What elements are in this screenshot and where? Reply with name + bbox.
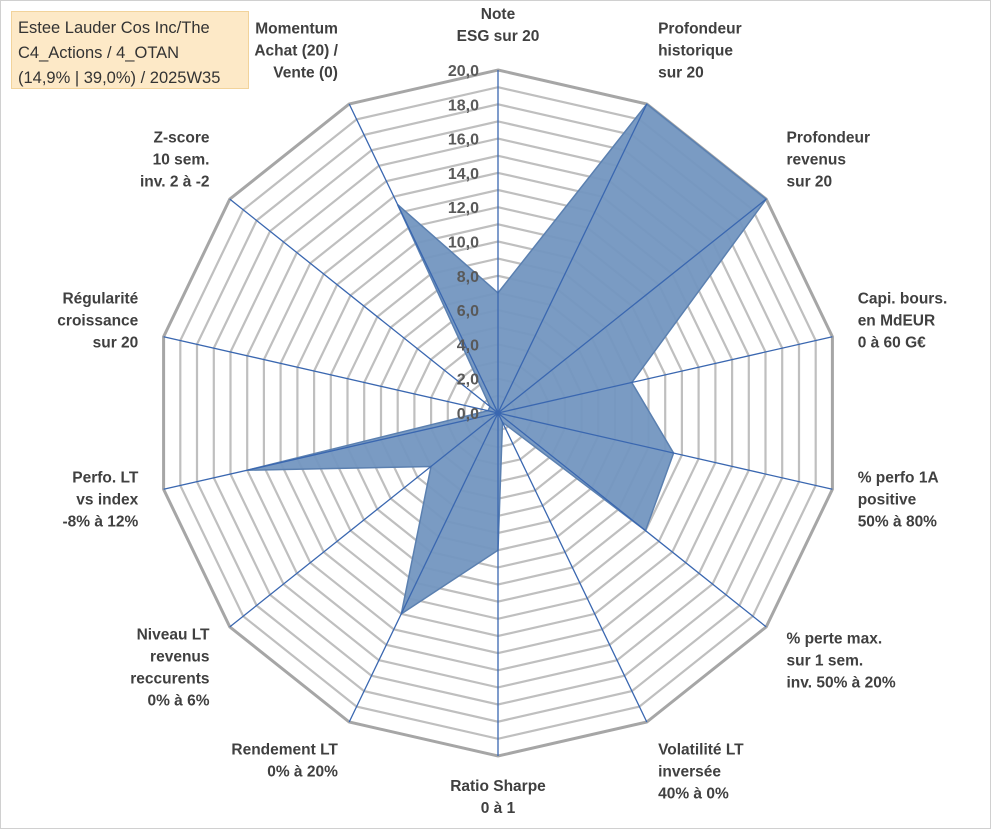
axis-label-line: Vente (0) bbox=[273, 65, 338, 82]
axis-label-line: croissance bbox=[57, 313, 138, 330]
axis-label-line: 50% à 80% bbox=[858, 514, 937, 531]
axis-label-line: 0 à 60 G€ bbox=[858, 335, 926, 352]
axis-label-line: Perfo. LT bbox=[72, 470, 139, 487]
axis-label-line: inv. 2 à -2 bbox=[140, 173, 210, 190]
axis-label-8: Rendement LT 0% à 20% bbox=[231, 742, 338, 781]
axis-label-line: 10 sem. bbox=[153, 151, 210, 168]
axis-label-line: 0% à 6% bbox=[147, 693, 209, 710]
axis-label-4: % perfo 1A positive 50% à 80% bbox=[858, 470, 939, 531]
axis-label-line: 0% à 20% bbox=[267, 764, 338, 781]
title-line-category: C4_Actions / 4_OTAN bbox=[18, 41, 242, 66]
series-area-0 bbox=[247, 104, 766, 614]
axis-label-line: reccurents bbox=[130, 671, 209, 688]
axis-label-7: Ratio Sharpe 0 à 1 bbox=[450, 778, 546, 817]
axis-label-line: revenus bbox=[787, 151, 846, 168]
axis-label-line: revenus bbox=[150, 649, 209, 666]
axis-label-line: sur 20 bbox=[93, 335, 139, 352]
tick-label: 2,0 bbox=[457, 372, 479, 389]
axis-label-line: sur 1 sem. bbox=[787, 653, 864, 670]
axis-label-line: Profondeur bbox=[658, 21, 742, 38]
axis-label-0: Note ESG sur 20 bbox=[457, 6, 540, 45]
axis-label-line: sur 20 bbox=[787, 173, 833, 190]
axis-label-9: Niveau LT revenus reccurents 0% à 6% bbox=[130, 627, 210, 710]
title-line-stats: (14,9% | 39,0%) / 2025W35 bbox=[18, 66, 242, 91]
axis-label-5: % perte max. sur 1 sem. inv. 50% à 20% bbox=[787, 631, 896, 692]
tick-label: 4,0 bbox=[457, 337, 479, 354]
axis-label-line: % perte max. bbox=[787, 631, 883, 648]
axis-label-6: Volatilité LT inversée 40% à 0% bbox=[658, 742, 744, 803]
axis-label-line: Momentum bbox=[255, 21, 338, 38]
axis-label-2: Profondeur revenus sur 20 bbox=[787, 129, 871, 190]
axis-label-line: vs index bbox=[76, 492, 138, 509]
axis-label-line: Ratio Sharpe bbox=[450, 778, 546, 795]
axis-label-line: Capi. bours. bbox=[858, 291, 948, 308]
axis-label-11: Régularité croissance sur 20 bbox=[57, 291, 138, 352]
axis-label-line: -8% à 12% bbox=[62, 514, 138, 531]
axis-label-line: inv. 50% à 20% bbox=[787, 675, 896, 692]
axis-label-line: ESG sur 20 bbox=[457, 28, 540, 45]
title-line-name: Estee Lauder Cos Inc/The bbox=[18, 16, 242, 41]
axis-label-13: Momentum Achat (20) / Vente (0) bbox=[254, 21, 338, 82]
axis-label-12: Z-score 10 sem. inv. 2 à -2 bbox=[140, 129, 210, 190]
axis-label-line: Volatilité LT bbox=[658, 742, 744, 759]
tick-label: 12,0 bbox=[448, 200, 479, 217]
axis-label-line: Note bbox=[481, 6, 516, 23]
tick-label: 18,0 bbox=[448, 97, 479, 114]
axis-label-line: sur 20 bbox=[658, 65, 704, 82]
tick-label: 16,0 bbox=[448, 132, 479, 149]
axis-label-line: Niveau LT bbox=[137, 627, 210, 644]
axis-label-line: historique bbox=[658, 43, 733, 60]
axis-label-line: 0 à 1 bbox=[481, 800, 516, 817]
axis-label-line: % perfo 1A bbox=[858, 470, 939, 487]
axis-label-line: positive bbox=[858, 492, 917, 509]
axis-label-line: Régularité bbox=[62, 291, 138, 308]
tick-label: 0,0 bbox=[457, 406, 479, 423]
axis-label-10: Perfo. LT vs index -8% à 12% bbox=[62, 470, 138, 531]
axis-label-line: Achat (20) / bbox=[254, 43, 338, 60]
axis-label-line: en MdEUR bbox=[858, 313, 936, 330]
axis-label-line: Profondeur bbox=[787, 129, 871, 146]
tick-label: 8,0 bbox=[457, 269, 479, 286]
tick-label: 6,0 bbox=[457, 303, 479, 320]
tick-label: 10,0 bbox=[448, 235, 479, 252]
axis-label-line: inversée bbox=[658, 764, 721, 781]
axis-label-line: Z-score bbox=[154, 129, 210, 146]
axis-label-3: Capi. bours. en MdEUR 0 à 60 G€ bbox=[858, 291, 948, 352]
axis-label-line: 40% à 0% bbox=[658, 786, 729, 803]
axis-label-1: Profondeur historique sur 20 bbox=[658, 21, 742, 82]
axis-label-line: Rendement LT bbox=[231, 742, 338, 759]
tick-label: 20,0 bbox=[448, 63, 479, 80]
title-box: Estee Lauder Cos Inc/The C4_Actions / 4_… bbox=[11, 11, 249, 89]
series-layer bbox=[247, 104, 766, 614]
tick-label: 14,0 bbox=[448, 166, 479, 183]
